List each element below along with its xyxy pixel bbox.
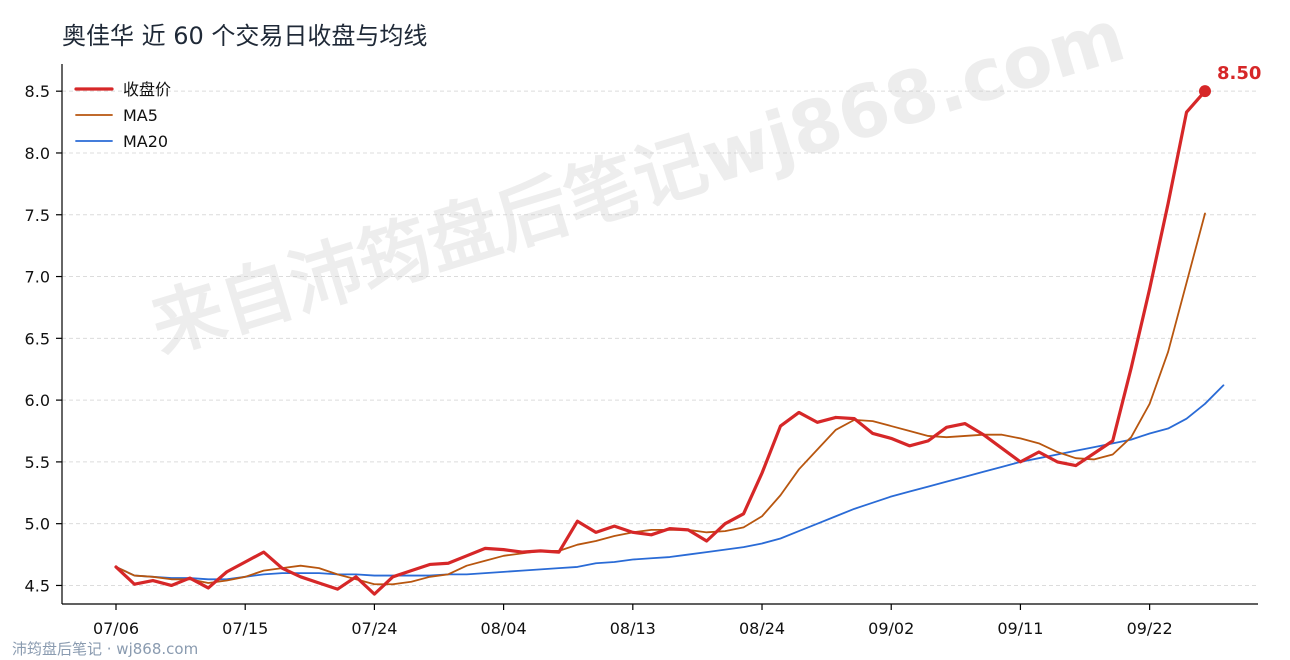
legend: 收盘价 MA5 MA20: [74, 80, 171, 151]
x-tick-label: 09/22: [1127, 619, 1173, 638]
footer-source: 沛筠盘后笔记 · wj868.com: [12, 640, 198, 658]
x-tick-label: 07/06: [93, 619, 139, 638]
y-tick-label: 4.5: [25, 576, 50, 595]
x-tick-label: 08/24: [739, 619, 785, 638]
grid: [62, 90, 1258, 586]
series-line-close: [114, 89, 1207, 596]
last-close-point: [1199, 85, 1211, 98]
y-tick-label: 5.5: [25, 453, 50, 472]
legend-label: MA20: [123, 132, 168, 151]
x-tick-label: 08/04: [481, 619, 527, 638]
series-layer: 8.50: [114, 63, 1261, 596]
axes: 4.5 5.0 5.5 6.0 6.5 7.0 7.5 8.0 8.5 07/06 07/15 07/…: [25, 64, 1258, 638]
watermark-layer: 来自沛筠盘后笔记wj868.com: [142, 0, 1134, 369]
series-line-ma5: [115, 212, 1206, 586]
x-tick-label: 09/11: [997, 619, 1043, 638]
y-tick-label: 5.0: [25, 515, 50, 534]
y-tick-label: 8.5: [25, 82, 50, 101]
x-tick-label: 07/15: [222, 619, 268, 638]
y-tick-label: 7.0: [25, 268, 50, 287]
chart-title: 奥佳华 近 60 个交易日收盘与均线: [62, 22, 427, 50]
x-tick-label: 09/02: [868, 619, 914, 638]
y-tick-label: 6.0: [25, 391, 50, 410]
last-close-label: 8.50: [1217, 63, 1261, 84]
x-tick-label: 08/13: [610, 619, 656, 638]
x-tick-label: 07/24: [351, 619, 397, 638]
legend-label: 收盘价: [123, 80, 171, 99]
y-tick-label: 7.5: [25, 206, 50, 225]
watermark-text: 来自沛筠盘后笔记wj868.com: [142, 0, 1134, 369]
series-line-ma20: [115, 384, 1225, 581]
y-tick-label: 6.5: [25, 329, 50, 348]
legend-label: MA5: [123, 106, 158, 125]
y-tick-label: 8.0: [25, 144, 50, 163]
